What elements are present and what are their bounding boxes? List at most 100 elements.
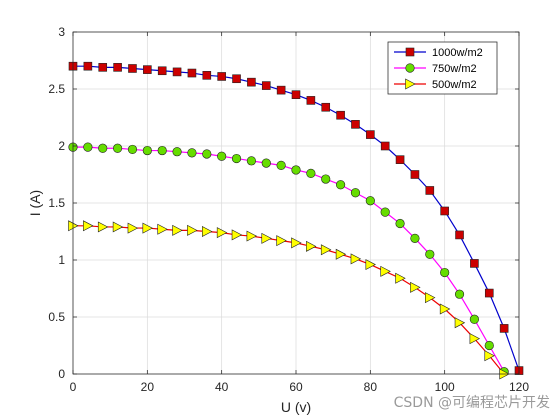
data-point-series-1 <box>128 64 137 73</box>
data-point-series-2 <box>469 314 480 324</box>
x-tick-label: 120 <box>509 380 529 394</box>
data-point-series-2 <box>172 147 182 157</box>
data-point-series-1 <box>321 102 331 112</box>
x-tick-label: 20 <box>141 380 155 394</box>
legend-label-1: 1000w/m2 <box>432 47 483 59</box>
data-point-series-1 <box>395 155 405 164</box>
data-point-series-2 <box>380 207 390 217</box>
data-point-series-3 <box>216 227 228 239</box>
data-point-series-3 <box>424 292 436 304</box>
legend-marker-1 <box>405 47 415 57</box>
data-point-series-3 <box>142 222 153 234</box>
data-point-series-2 <box>321 174 331 184</box>
data-point-series-3 <box>320 244 332 256</box>
data-point-series-3 <box>395 272 406 284</box>
y-tick-label: 0.5 <box>48 310 65 324</box>
data-point-series-1 <box>410 170 420 179</box>
data-point-series-1 <box>351 120 360 129</box>
data-point-series-1 <box>232 74 241 84</box>
data-point-series-2 <box>261 158 271 168</box>
data-point-series-3 <box>97 221 109 233</box>
data-point-series-2 <box>112 143 123 153</box>
data-point-series-3 <box>202 226 213 237</box>
data-point-series-1 <box>366 130 375 139</box>
data-point-series-3 <box>83 220 94 232</box>
data-point-series-3 <box>172 224 183 236</box>
data-point-series-2 <box>306 168 316 178</box>
data-point-series-3 <box>380 265 391 277</box>
data-point-series-1 <box>143 65 152 74</box>
data-point-series-1 <box>499 324 509 333</box>
data-point-series-1 <box>306 96 316 105</box>
data-point-series-1 <box>440 206 449 216</box>
x-tick-label: 0 <box>70 380 77 394</box>
y-tick-label: 0 <box>58 367 65 381</box>
data-point-series-2 <box>157 145 167 156</box>
legend-marker-2 <box>405 63 415 73</box>
data-point-series-1 <box>172 67 182 77</box>
y-tick-label: 3 <box>58 25 65 39</box>
data-point-series-3 <box>276 235 287 247</box>
data-point-series-2 <box>395 218 405 229</box>
data-point-series-3 <box>335 248 347 260</box>
data-point-series-1 <box>98 63 108 72</box>
data-point-series-2 <box>365 196 375 206</box>
legend-label-3: 500w/m2 <box>432 79 477 91</box>
data-point-series-2 <box>454 289 465 299</box>
data-point-series-3 <box>157 223 168 235</box>
data-point-series-3 <box>127 222 139 234</box>
x-axis-ticks: 0 20 40 60 80 100 120 <box>70 32 529 394</box>
x-tick-label: 80 <box>364 380 378 394</box>
data-point-series-1 <box>261 81 271 90</box>
data-point-series-1 <box>425 186 435 195</box>
data-point-series-2 <box>291 165 301 175</box>
y-tick-label: 1 <box>58 253 65 267</box>
data-point-series-1 <box>202 71 212 80</box>
data-point-series-2 <box>484 340 494 351</box>
data-point-series-2 <box>350 188 361 198</box>
y-axis-label: I (A) <box>27 190 43 216</box>
data-point-series-3 <box>410 281 421 293</box>
data-point-series-2 <box>187 148 197 158</box>
data-point-series-2 <box>142 145 152 156</box>
data-point-series-2 <box>83 142 93 152</box>
data-point-series-1 <box>470 259 479 268</box>
data-point-series-1 <box>455 230 464 240</box>
data-point-series-3 <box>306 240 317 252</box>
data-point-series-1 <box>247 77 256 87</box>
data-point-series-1 <box>291 90 301 99</box>
data-point-series-3 <box>246 230 258 242</box>
data-point-series-3 <box>231 229 243 241</box>
data-point-series-1 <box>380 141 390 151</box>
y-tick-label: 2.5 <box>48 82 65 96</box>
data-point-series-2 <box>217 151 227 161</box>
watermark-text: CSDN @可编程芯片开发 <box>393 395 550 411</box>
data-point-series-2 <box>276 160 286 170</box>
data-point-series-1 <box>276 85 286 95</box>
data-point-series-3 <box>112 221 124 233</box>
legend-label-2: 750w/m2 <box>432 63 477 75</box>
data-point-series-1 <box>484 288 494 298</box>
legend-marker-3 <box>405 78 416 90</box>
data-point-series-1 <box>83 61 93 71</box>
data-point-series-3 <box>187 224 198 236</box>
data-point-series-2 <box>336 180 346 190</box>
x-axis-label: U (v) <box>281 399 311 415</box>
data-point-series-3 <box>484 350 495 362</box>
data-point-series-2 <box>231 153 242 164</box>
data-point-series-2 <box>202 149 212 159</box>
data-point-series-1 <box>157 66 167 76</box>
data-point-series-2 <box>410 233 420 243</box>
data-point-series-3 <box>454 317 466 329</box>
x-tick-label: 40 <box>215 380 229 394</box>
data-point-series-3 <box>469 333 481 345</box>
x-tick-label: 100 <box>435 380 455 394</box>
data-point-series-1 <box>217 72 226 81</box>
y-tick-label: 2 <box>58 139 65 153</box>
data-point-series-2 <box>246 156 256 166</box>
data-point-series-1 <box>336 110 345 120</box>
y-tick-label: 1.5 <box>48 196 65 210</box>
data-point-series-2 <box>425 249 435 259</box>
data-point-series-3 <box>261 232 272 244</box>
data-point-series-2 <box>440 267 450 278</box>
